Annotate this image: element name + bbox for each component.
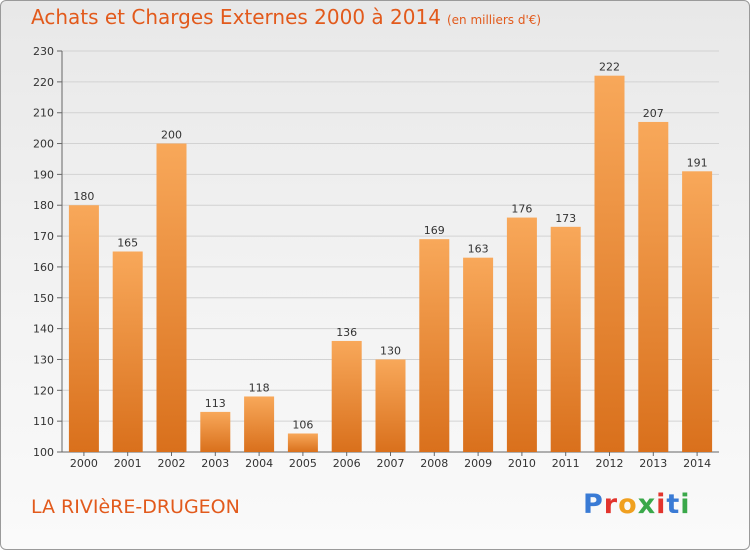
bar xyxy=(244,396,275,452)
bar xyxy=(331,340,362,452)
bar xyxy=(287,433,318,452)
bar-value-label: 165 xyxy=(117,237,138,250)
x-tick-label: 2011 xyxy=(552,457,580,470)
bar-value-label: 113 xyxy=(205,397,226,410)
x-tick-label: 2014 xyxy=(683,457,711,470)
bar xyxy=(375,359,406,452)
y-tick-label: 180 xyxy=(33,199,54,212)
x-tick-label: 2008 xyxy=(420,457,448,470)
bar-value-label: 163 xyxy=(468,243,489,256)
y-tick-label: 210 xyxy=(33,107,54,120)
logo-letter: r xyxy=(603,489,619,520)
proxiti-logo: Proxiti xyxy=(583,489,691,520)
y-tick-label: 190 xyxy=(33,168,54,181)
bar-value-label: 106 xyxy=(292,418,313,431)
bar-value-label: 200 xyxy=(161,129,182,142)
logo-letter: t xyxy=(666,489,681,520)
bar-value-label: 222 xyxy=(599,61,620,74)
bar xyxy=(638,121,669,452)
y-tick-label: 120 xyxy=(33,384,54,397)
y-tick-label: 160 xyxy=(33,261,54,274)
bar xyxy=(463,257,494,452)
x-tick-label: 2007 xyxy=(377,457,405,470)
x-tick-label: 2001 xyxy=(114,457,142,470)
bar xyxy=(156,143,187,453)
unit-label: (en milliers d'€) xyxy=(446,13,542,27)
bar-value-label: 180 xyxy=(73,190,94,203)
bar-value-label: 191 xyxy=(687,156,708,169)
bar-value-label: 136 xyxy=(336,326,357,339)
logo-letter: x xyxy=(637,489,657,520)
bar-value-label: 176 xyxy=(511,203,532,216)
y-tick-label: 220 xyxy=(33,76,54,89)
x-tick-label: 2013 xyxy=(639,457,667,470)
y-tick-label: 130 xyxy=(33,353,54,366)
bar-value-label: 118 xyxy=(249,381,270,394)
bar xyxy=(594,75,625,452)
logo-letter: i xyxy=(656,489,667,520)
x-tick-label: 2000 xyxy=(70,457,98,470)
y-tick-label: 110 xyxy=(33,415,54,428)
y-tick-label: 100 xyxy=(33,446,54,459)
bar-value-label: 207 xyxy=(643,107,664,120)
y-tick-label: 140 xyxy=(33,323,54,336)
x-tick-label: 2005 xyxy=(289,457,317,470)
title-text: Achats et Charges Externes 2000 à 2014 xyxy=(31,5,441,29)
logo-letter: i xyxy=(680,489,691,520)
x-tick-label: 2003 xyxy=(201,457,229,470)
x-tick-label: 2009 xyxy=(464,457,492,470)
x-tick-label: 2002 xyxy=(158,457,186,470)
x-tick-label: 2010 xyxy=(508,457,536,470)
x-tick-label: 2004 xyxy=(245,457,273,470)
y-tick-label: 200 xyxy=(33,138,54,151)
logo-letter: o xyxy=(618,489,638,520)
bar xyxy=(682,171,713,453)
bar xyxy=(68,205,99,452)
x-tick-label: 2012 xyxy=(596,457,624,470)
y-tick-label: 170 xyxy=(33,230,54,243)
bar xyxy=(112,251,143,452)
bar xyxy=(419,239,450,452)
bar xyxy=(550,226,581,452)
commune-name: LA RIVIèRE-DRUGEON xyxy=(31,496,240,518)
bar xyxy=(200,411,231,452)
bar-value-label: 173 xyxy=(555,212,576,225)
y-tick-label: 230 xyxy=(33,45,54,58)
y-tick-label: 150 xyxy=(33,292,54,305)
bar xyxy=(506,217,537,452)
bar-value-label: 169 xyxy=(424,224,445,237)
x-tick-label: 2006 xyxy=(333,457,361,470)
chart-title: Achats et Charges Externes 2000 à 2014 (e… xyxy=(31,5,541,29)
logo-letter: P xyxy=(583,489,604,520)
bar-value-label: 130 xyxy=(380,344,401,357)
